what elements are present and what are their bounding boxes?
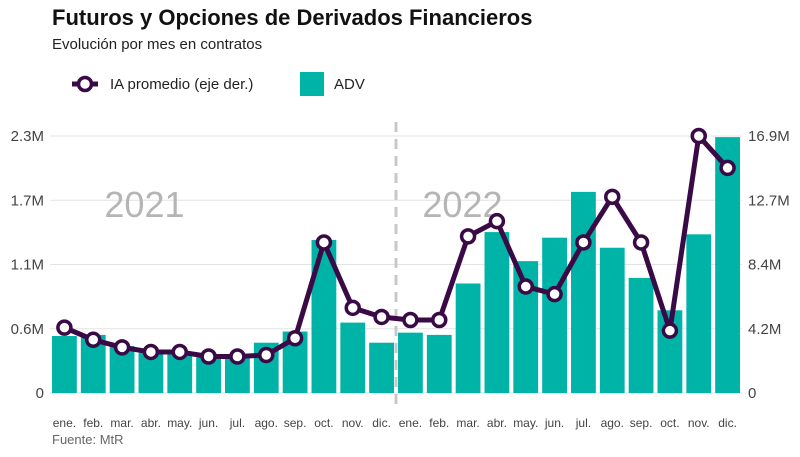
line-point	[171, 343, 188, 361]
x-tick-label: sep.	[284, 416, 307, 430]
bar	[571, 191, 596, 393]
line-point	[546, 285, 563, 303]
line-point	[575, 234, 592, 251]
x-tick-label: may.	[513, 416, 538, 430]
x-tick-label: jul.	[229, 416, 245, 430]
line-point	[344, 299, 361, 317]
right-tick-label: 12.7M	[748, 192, 790, 209]
x-tick-label: ago.	[601, 416, 624, 430]
x-tick-label: jun.	[544, 416, 564, 430]
line-point	[632, 234, 650, 251]
line-point	[85, 331, 102, 349]
x-tick-label: dic.	[718, 416, 737, 430]
legend-item-bar: ADV	[300, 72, 365, 96]
x-tick-label: abr.	[487, 416, 507, 430]
source-note: Fuente: MtR	[52, 432, 124, 447]
left-tick-label: 1.1M	[11, 257, 44, 274]
line-point	[229, 348, 246, 365]
right-tick-label: 4.2M	[748, 321, 781, 338]
x-tick-label: ene.	[53, 416, 76, 430]
bar	[599, 247, 625, 393]
line-point	[373, 308, 390, 326]
line-point	[258, 346, 275, 364]
legend-label-line: IA promedio (eje der.)	[110, 75, 254, 93]
year-label: 2021	[104, 184, 184, 225]
left-tick-label: 2.3M	[11, 128, 44, 145]
line-point	[459, 228, 477, 245]
bar	[715, 137, 740, 393]
legend-label-bar: ADV	[334, 75, 365, 93]
left-tick-label: 0.6M	[11, 321, 44, 338]
year-label: 2022	[422, 184, 502, 225]
line-point	[604, 188, 621, 206]
right-tick-label: 0	[748, 385, 756, 402]
right-tick-label: 8.4M	[748, 257, 781, 274]
x-tick-label: mar.	[110, 416, 133, 430]
bar	[398, 332, 423, 393]
line-point	[142, 343, 160, 361]
bar	[426, 334, 452, 393]
bar	[369, 342, 394, 393]
chart-subtitle: Evolución por mes en contratos	[52, 36, 263, 53]
line-point	[402, 311, 419, 329]
x-tick-label: ago.	[255, 416, 278, 430]
x-tick-label: ene.	[399, 416, 422, 430]
line-point	[661, 322, 679, 339]
bar	[484, 232, 510, 393]
line-point	[286, 330, 304, 347]
bar	[340, 322, 366, 393]
line-marker-icon	[72, 75, 98, 93]
bar	[542, 237, 567, 393]
x-tick-label: sep.	[630, 416, 653, 430]
x-tick-label: feb.	[429, 416, 449, 430]
x-tick-label: oct.	[314, 416, 333, 430]
left-tick-label: 0	[36, 385, 44, 402]
x-tick-label: oct.	[660, 416, 679, 430]
line-point	[200, 348, 217, 365]
x-tick-label: nov.	[342, 416, 364, 430]
line-point	[315, 234, 333, 251]
bar	[52, 336, 77, 393]
chart-title: Futuros y Opciones de Derivados Financie…	[52, 5, 533, 30]
line-point	[56, 319, 73, 336]
legend: IA promedio (eje der.) ADV	[70, 72, 470, 98]
left-tick-label: 1.7M	[11, 192, 44, 209]
bar	[455, 283, 481, 393]
x-tick-label: abr.	[141, 416, 161, 430]
x-tick-label: feb.	[83, 416, 103, 430]
x-tick-label: nov.	[688, 416, 710, 430]
right-tick-label: 16.9M	[748, 128, 790, 145]
line-point	[113, 339, 131, 356]
x-tick-label: jun.	[198, 416, 218, 430]
bar	[628, 277, 654, 393]
x-tick-label: dic.	[372, 416, 391, 430]
line-point	[488, 212, 506, 230]
line-point	[517, 278, 534, 295]
bar	[686, 234, 712, 393]
legend-item-line: IA promedio (eje der.)	[70, 72, 253, 96]
x-tick-label: mar.	[456, 416, 479, 430]
bar-swatch-icon	[300, 72, 324, 96]
x-tick-label: may.	[167, 416, 192, 430]
x-tick-label: jul.	[575, 416, 591, 430]
line-point	[719, 159, 736, 177]
line-point	[690, 127, 707, 145]
line-point	[431, 311, 448, 329]
